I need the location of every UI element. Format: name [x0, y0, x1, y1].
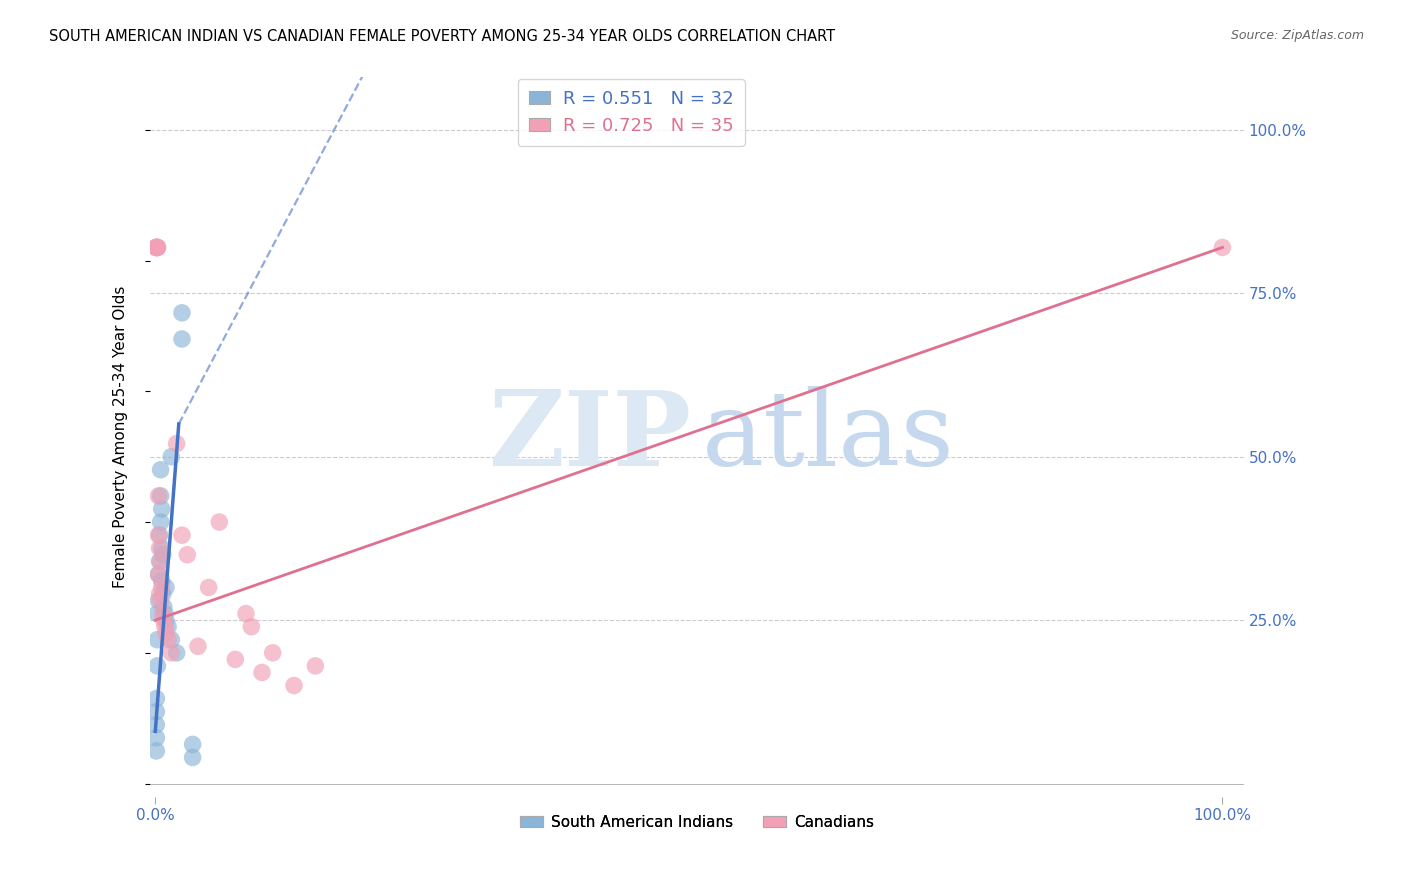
Point [155, 613, 177, 627]
Point [155, 581, 177, 595]
Point [148, 541, 170, 556]
Point [148, 567, 170, 582]
Point [145, 240, 167, 254]
Point [181, 737, 204, 751]
Point [224, 652, 246, 666]
Point [150, 574, 173, 588]
Y-axis label: Female Poverty Among 25-34 Year Olds: Female Poverty Among 25-34 Year Olds [114, 285, 128, 588]
Point [145, 731, 167, 745]
Point [250, 665, 273, 680]
Point [187, 640, 209, 654]
Point [170, 332, 193, 346]
Point [150, 541, 173, 556]
Point [148, 554, 170, 568]
Text: atlas: atlas [703, 386, 955, 488]
Point [148, 528, 170, 542]
Point [153, 620, 176, 634]
Point [197, 581, 219, 595]
Point [181, 750, 204, 764]
Point [157, 620, 180, 634]
Point [146, 607, 169, 621]
Point [150, 581, 173, 595]
Point [150, 502, 173, 516]
Point [148, 593, 170, 607]
Point [149, 463, 172, 477]
Point [153, 600, 176, 615]
Point [304, 659, 326, 673]
Legend: South American Indians, Canadians: South American Indians, Canadians [513, 808, 880, 836]
Point [146, 240, 169, 254]
Point [170, 528, 193, 542]
Point [235, 607, 257, 621]
Point [148, 528, 170, 542]
Point [153, 607, 176, 621]
Point [166, 646, 188, 660]
Point [145, 744, 167, 758]
Point [176, 548, 198, 562]
Point [152, 587, 174, 601]
Text: Source: ZipAtlas.com: Source: ZipAtlas.com [1230, 29, 1364, 42]
Point [146, 240, 169, 254]
Point [145, 705, 167, 719]
Point [145, 691, 167, 706]
Point [153, 613, 176, 627]
Text: SOUTH AMERICAN INDIAN VS CANADIAN FEMALE POVERTY AMONG 25-34 YEAR OLDS CORRELATI: SOUTH AMERICAN INDIAN VS CANADIAN FEMALE… [49, 29, 835, 44]
Point [160, 450, 183, 464]
Point [149, 593, 172, 607]
Point [145, 240, 167, 254]
Point [283, 679, 305, 693]
Point [146, 659, 169, 673]
Point [149, 489, 172, 503]
Point [155, 626, 177, 640]
Point [148, 587, 170, 601]
Point [149, 515, 172, 529]
Point [160, 632, 183, 647]
Point [145, 240, 167, 254]
Point [166, 436, 188, 450]
Point [1211, 240, 1233, 254]
Point [146, 240, 169, 254]
Point [146, 632, 169, 647]
Point [160, 646, 183, 660]
Point [262, 646, 284, 660]
Point [152, 607, 174, 621]
Point [157, 632, 180, 647]
Point [208, 515, 231, 529]
Point [148, 489, 170, 503]
Point [145, 240, 167, 254]
Text: ZIP: ZIP [488, 386, 692, 488]
Point [170, 306, 193, 320]
Point [149, 554, 172, 568]
Point [152, 548, 174, 562]
Point [145, 718, 167, 732]
Point [240, 620, 263, 634]
Point [148, 567, 170, 582]
